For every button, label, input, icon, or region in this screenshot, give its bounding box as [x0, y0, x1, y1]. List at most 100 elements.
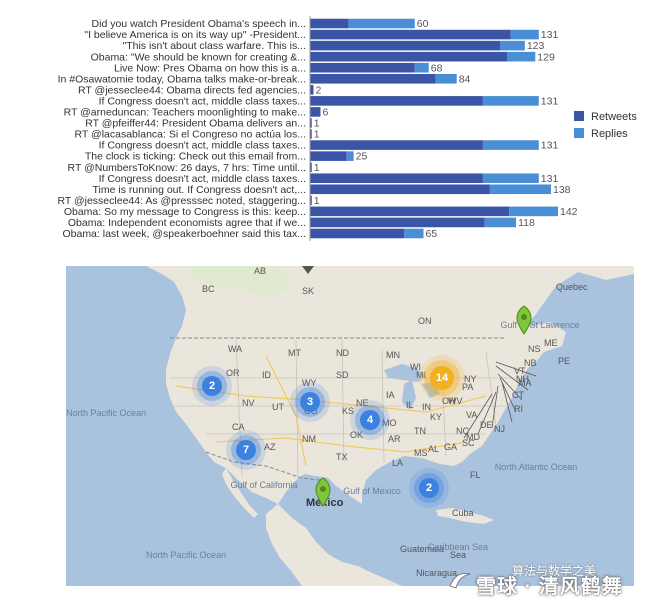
bar-total-label: 1 [314, 118, 320, 130]
bar-retweets[interactable] [310, 129, 312, 139]
map-pin-top[interactable] [302, 266, 314, 274]
bar-retweets[interactable] [310, 51, 508, 62]
map-region-label: AB [254, 266, 266, 276]
bar-replies[interactable] [509, 206, 558, 217]
map-region-label: ID [262, 370, 272, 380]
map-region-label: CT [512, 390, 524, 400]
baja-land [222, 468, 258, 518]
map-region-label: MI [416, 370, 426, 380]
bar-retweets[interactable] [310, 85, 314, 95]
bar-replies[interactable] [484, 217, 517, 228]
bar-replies[interactable] [507, 51, 536, 62]
bar-retweets[interactable] [310, 73, 436, 84]
map-region-label: WV [448, 396, 463, 406]
bar-total-label: 138 [553, 184, 571, 196]
bar-retweets[interactable] [310, 29, 511, 40]
map-region-label: NB [524, 358, 537, 368]
bar-total-label: 129 [537, 51, 555, 63]
map-cluster-marker[interactable]: 2 [409, 468, 449, 508]
bar-total-label: 131 [541, 173, 559, 185]
bar-replies[interactable] [482, 140, 539, 150]
map-region-label: NH [516, 374, 529, 384]
bar-replies[interactable] [482, 96, 539, 106]
map-region-label: KY [430, 412, 442, 422]
cluster-count-label: 4 [367, 414, 374, 426]
category-label: Obama: "We should be known for creating … [91, 51, 306, 63]
map-region-label: TN [414, 426, 426, 436]
map-region-label: AR [388, 434, 401, 444]
bar-retweets[interactable] [310, 162, 312, 172]
legend-label-replies: Replies [591, 128, 628, 140]
map-region-label: VA [466, 410, 477, 420]
bar-replies[interactable] [489, 184, 552, 195]
bar-retweets[interactable] [310, 140, 483, 150]
map-cluster-marker[interactable]: 7 [226, 430, 266, 470]
bar-retweets[interactable] [310, 195, 312, 206]
bar-retweets[interactable] [310, 184, 490, 195]
bar-retweets[interactable] [310, 173, 483, 184]
bar-replies[interactable] [414, 62, 429, 73]
bar-replies[interactable] [404, 228, 424, 239]
bar-retweets[interactable] [310, 206, 510, 217]
bar-total-label: 1 [314, 195, 320, 207]
bar-retweets[interactable] [310, 118, 312, 128]
map-cluster-marker[interactable]: 14 [419, 355, 465, 401]
cluster-count-label: 2 [426, 482, 432, 494]
bar-total-label: 118 [518, 217, 535, 229]
map-cluster-marker[interactable]: 4 [350, 400, 390, 440]
map-gulf-label: Gulf of Mexico [343, 486, 401, 496]
map-region-label: Sea [450, 550, 466, 560]
cluster-count-label: 2 [209, 380, 215, 392]
category-label: RT @pfeiffer44: President Obama delivers… [85, 118, 306, 130]
map-region-label: NV [242, 398, 255, 408]
map-region-label: MT [288, 348, 301, 358]
map-region-label: KS [342, 406, 354, 416]
snowball-logo-icon [449, 573, 471, 589]
cluster-count-label: 7 [243, 444, 249, 456]
bar-total-label: 68 [431, 62, 443, 74]
category-label: RT @jesseclee44: Obama directs fed agenc… [78, 84, 306, 96]
bar-replies[interactable] [346, 151, 354, 161]
bar-retweets[interactable] [310, 151, 347, 161]
tweet-location-map[interactable]: AB SK BC Quebec WA MT ND MN ON OR ID WY SD WI MI NY NV UT… [66, 266, 634, 586]
map-region-label: TX [336, 452, 348, 462]
cluster-count-label: 14 [436, 372, 449, 384]
map-region-label: NJ [494, 424, 505, 434]
bar-replies[interactable] [435, 73, 457, 84]
bar-replies[interactable] [500, 40, 525, 51]
newfoundland-land [524, 322, 566, 352]
map-region-label: IL [406, 400, 414, 410]
bar-replies[interactable] [510, 29, 539, 40]
category-label: Live Now: Pres Obama on how this is a... [114, 62, 306, 74]
bar-replies[interactable] [482, 173, 539, 184]
bar-retweets[interactable] [310, 18, 349, 29]
map-region-label: IA [386, 390, 395, 400]
map-clusters[interactable]: 2 3 4 7 2 14 [192, 355, 465, 508]
lake-michigan [402, 380, 416, 410]
category-label: If Congress doesn't act, middle class ta… [99, 140, 306, 152]
bar-retweets[interactable] [310, 217, 485, 228]
map-cluster-marker[interactable]: 3 [290, 382, 330, 422]
map-region-label: ND [336, 348, 349, 358]
map-region-label: UT [272, 402, 284, 412]
bar-retweets[interactable] [310, 62, 415, 73]
map-pin-mexico[interactable] [315, 477, 331, 507]
bar-total-label: 142 [560, 206, 578, 218]
watermark-top-text: 算法与数学之美 [512, 564, 597, 578]
map-pin-maine[interactable] [516, 305, 532, 335]
label-leader-lines [463, 361, 537, 439]
category-label: If Congress doesn't act, middle class ta… [99, 173, 306, 185]
watermark: 算法与数学之美 雪球 · 清风鹤舞 [418, 552, 658, 598]
map-region-label: Nicaragua [416, 568, 457, 578]
bar-retweets[interactable] [310, 107, 321, 117]
greenery [186, 266, 292, 296]
bar-total-label: 60 [417, 18, 429, 30]
map-ocean-label: North Pacific Ocean [66, 408, 146, 418]
bar-retweets[interactable] [310, 96, 483, 106]
bar-retweets[interactable] [310, 40, 501, 51]
bar-retweets[interactable] [310, 228, 405, 239]
bar-replies[interactable] [348, 18, 415, 29]
map-region-label: ON [418, 316, 432, 326]
map-cluster-marker[interactable]: 2 [192, 366, 232, 406]
